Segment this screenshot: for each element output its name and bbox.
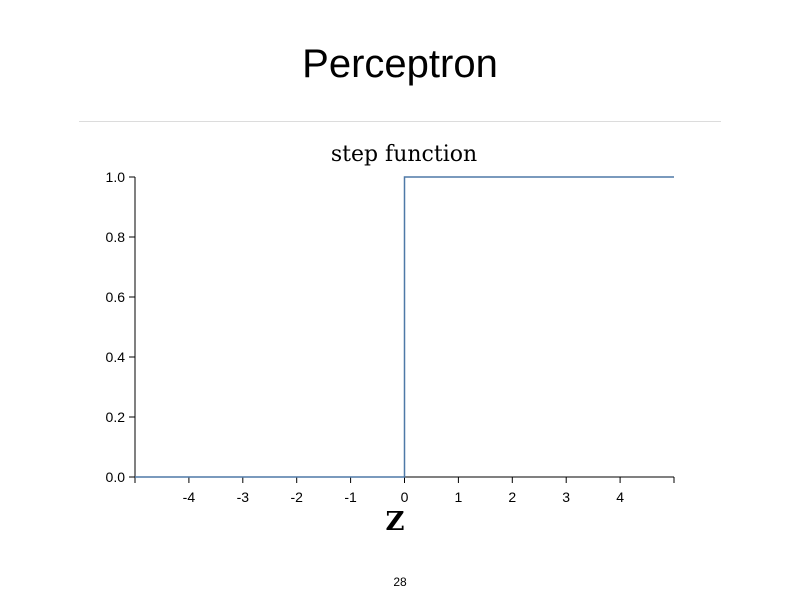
x-tick-label: 3 xyxy=(562,489,570,505)
x-tick-label: -3 xyxy=(237,489,250,505)
chart-title: step function xyxy=(331,142,477,167)
y-tick-label: 1.0 xyxy=(106,169,126,185)
step-function-line xyxy=(135,176,674,478)
y-tick-label: 0.6 xyxy=(106,289,126,305)
x-tick-label: 0 xyxy=(401,489,409,505)
x-tick-label: -4 xyxy=(183,489,196,505)
x-tick-label: -2 xyxy=(290,489,303,505)
chart-axes: 0.0 0.2 0.4 0.6 0.8 1.0 -4 -3 -2 -1 0 1 2 3 4 xyxy=(106,169,675,505)
x-tick-label: 2 xyxy=(508,489,516,505)
y-tick-label: 0.8 xyxy=(106,229,126,245)
y-tick-label: 0.2 xyxy=(106,409,126,425)
y-tick-label: 0.4 xyxy=(106,349,126,365)
title-divider xyxy=(79,121,721,122)
x-tick-label: 4 xyxy=(616,489,624,505)
x-tick-label: 1 xyxy=(455,489,463,505)
page-number: 28 xyxy=(393,575,407,589)
y-tick-label: 0.0 xyxy=(106,469,126,485)
chart-series xyxy=(135,176,674,478)
step-function-chart: step function 0.0 0.2 0.4 0.6 0.8 1.0 -4 -3 -2 -1… xyxy=(106,142,675,537)
x-axis-label: Z xyxy=(386,507,405,537)
x-tick-label: -1 xyxy=(344,489,357,505)
slide-title: Perceptron xyxy=(302,42,498,86)
